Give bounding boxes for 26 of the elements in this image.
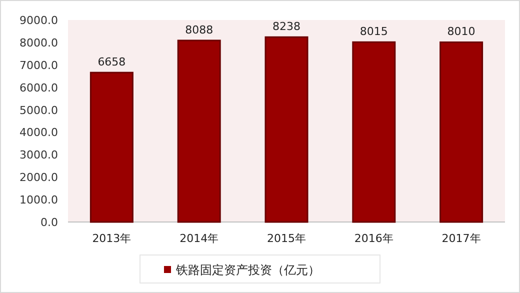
data-label: 8015 bbox=[360, 25, 388, 38]
bar bbox=[90, 72, 134, 223]
bar bbox=[177, 40, 221, 223]
data-label: 8238 bbox=[272, 20, 300, 34]
bar bbox=[352, 41, 396, 223]
y-tick-label: 2000.0 bbox=[20, 171, 58, 184]
y-tick-label: 7000.0 bbox=[20, 58, 58, 72]
data-label: 6658 bbox=[98, 56, 126, 69]
x-tick-label: 2014年 bbox=[180, 232, 219, 245]
legend-label: 铁路固定资产投资（亿元） bbox=[175, 263, 320, 277]
y-tick-label: 8000.0 bbox=[20, 36, 58, 50]
data-label: 8088 bbox=[185, 23, 214, 36]
y-tick-label: 0.0 bbox=[40, 216, 58, 229]
x-tick-label: 2017年 bbox=[442, 232, 481, 245]
bar bbox=[264, 36, 308, 223]
y-tick-label: 5000.0 bbox=[20, 104, 58, 117]
x-tick-label: 2013年 bbox=[92, 232, 132, 245]
y-tick-label: 4000.0 bbox=[20, 126, 58, 140]
x-tick-label: 2016年 bbox=[354, 232, 394, 245]
y-tick-label: 9000.0 bbox=[20, 14, 58, 27]
y-tick-label: 3000.0 bbox=[20, 148, 58, 162]
data-label: 8010 bbox=[447, 25, 476, 38]
x-tick-label: 2015年 bbox=[267, 232, 306, 245]
y-tick-label: 1000.0 bbox=[20, 194, 58, 207]
bar bbox=[440, 41, 484, 223]
y-tick-label: 6000.0 bbox=[20, 81, 58, 94]
